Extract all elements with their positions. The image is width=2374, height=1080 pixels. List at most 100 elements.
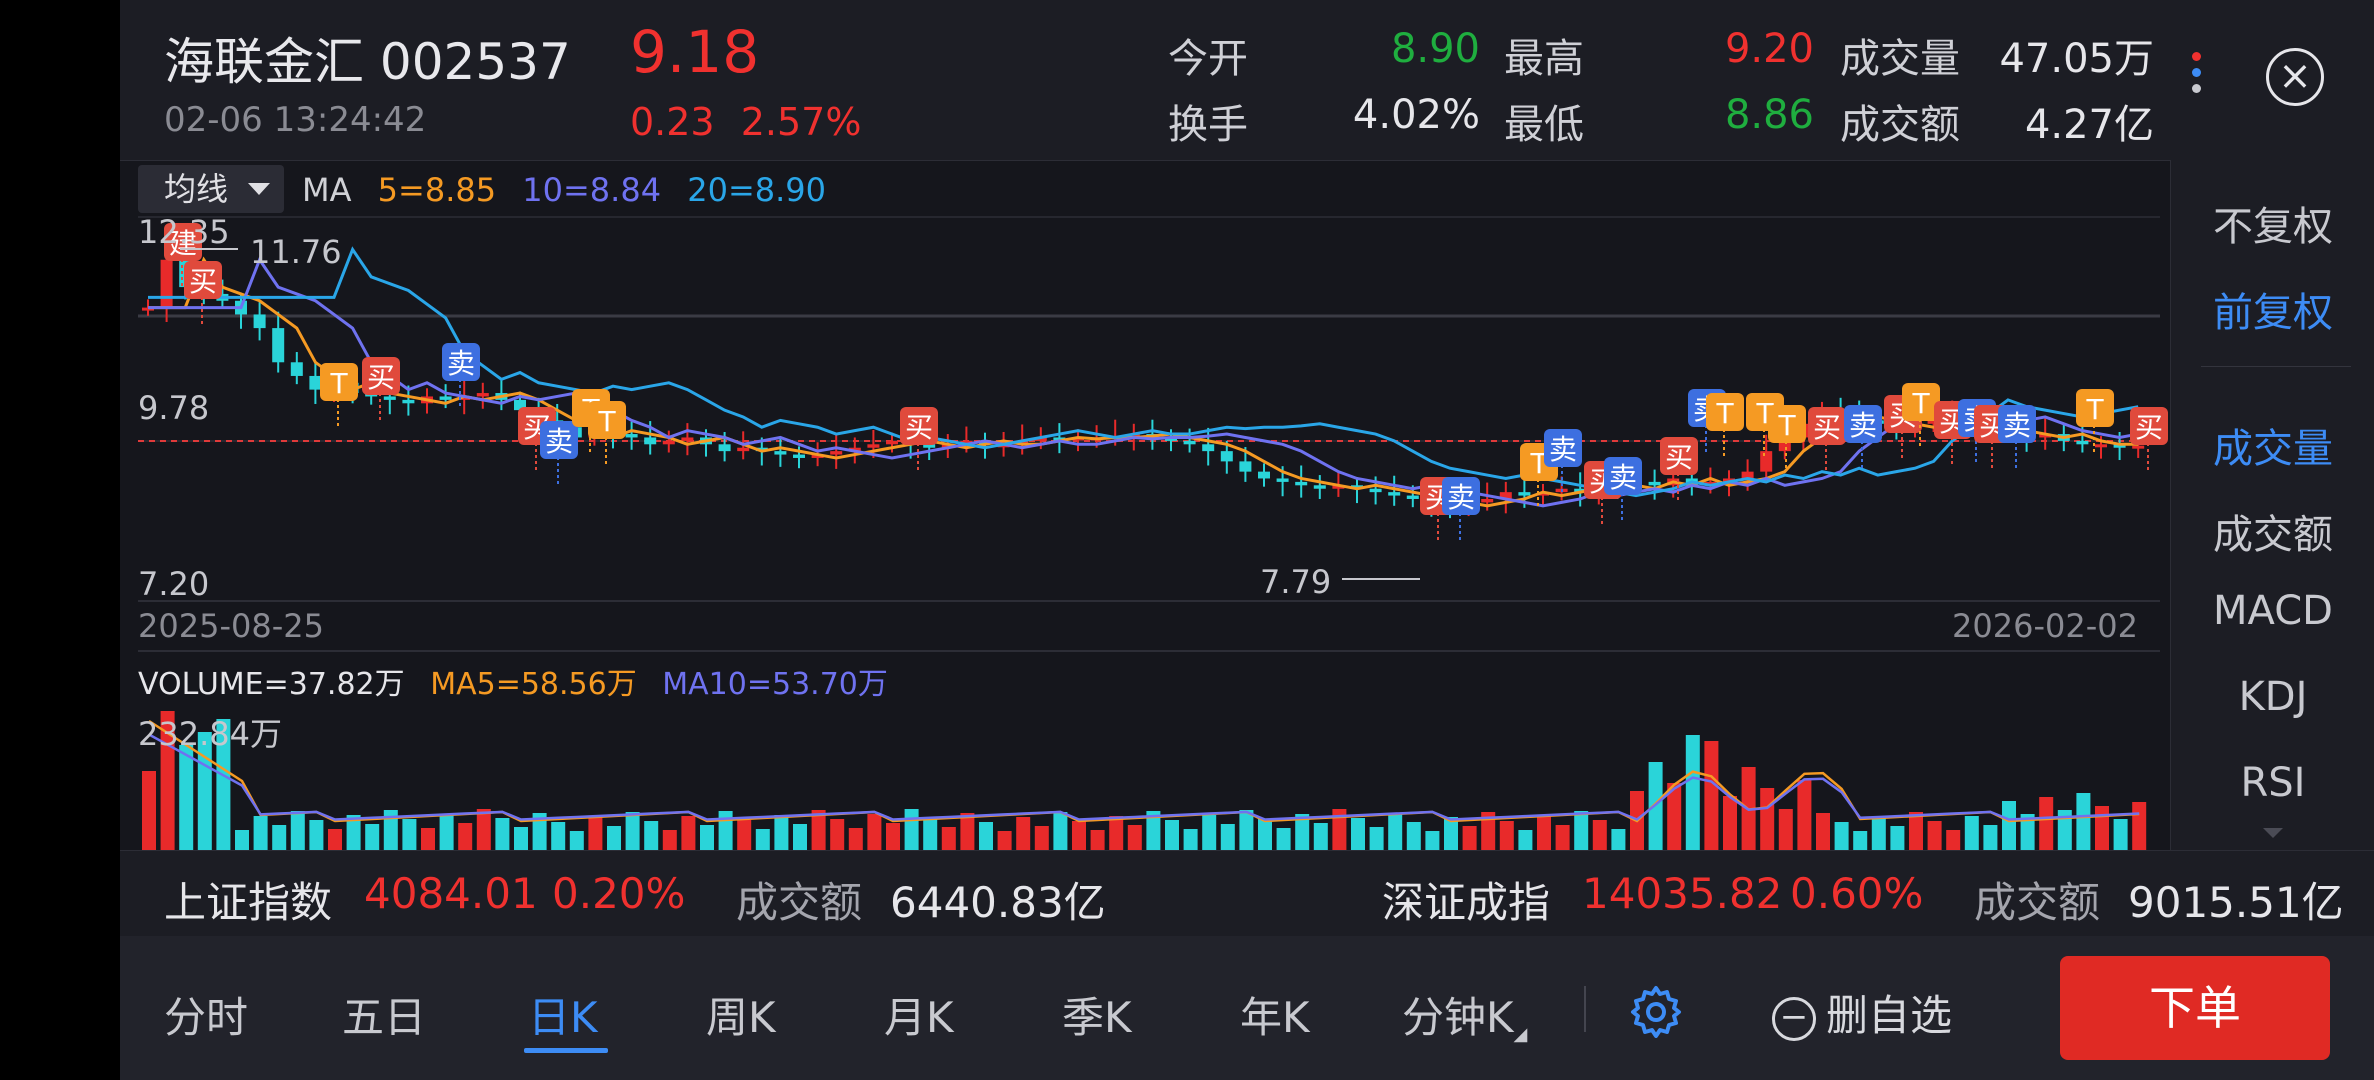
trade-marker-label: 卖 <box>1609 461 1637 494</box>
tab-minute-k-label: 分钟K <box>1402 993 1514 1042</box>
volume-bar <box>235 830 249 851</box>
volume-bar <box>1220 824 1235 851</box>
tab-five-day[interactable]: 五日 <box>342 993 427 1042</box>
volume-bar <box>514 827 528 851</box>
volume-bar <box>1927 821 1942 851</box>
candle-body <box>2076 440 2089 445</box>
remove-watchlist-button[interactable]: − 删自选 <box>1772 982 1952 1043</box>
volume-bar <box>886 823 900 851</box>
indicator-rsi-option[interactable]: RSI <box>2240 760 2306 806</box>
candle-body <box>1927 420 1940 424</box>
trade-marker-label: T <box>1715 397 1734 430</box>
change-percent: 2.57% <box>740 100 862 144</box>
candle-body <box>1574 488 1587 493</box>
volume-legend: VOLUME=37.82万 MA5=58.56万 MA10=53.70万 <box>138 659 904 703</box>
tab-weekly-k[interactable]: 周K <box>706 993 776 1042</box>
candle-body <box>979 440 991 445</box>
tab-yearly-k[interactable]: 年K <box>1240 993 1310 1042</box>
volume-bar <box>253 816 268 851</box>
indicator-macd-option[interactable]: MACD <box>2213 588 2333 634</box>
place-order-button[interactable]: 下单 <box>2060 956 2330 1060</box>
scroll-down-icon[interactable] <box>2263 828 2283 838</box>
stock-name: 海联金汇 <box>164 33 364 91</box>
trade-marker-label: 买 <box>2135 411 2163 444</box>
volume-bar <box>1202 815 1217 851</box>
volume-bar <box>1611 829 1626 851</box>
volume-bar <box>1034 826 1049 851</box>
candle-body <box>681 437 694 441</box>
tab-intraday[interactable]: 分时 <box>164 993 249 1042</box>
volume-bar <box>1444 817 1458 851</box>
volume-bar <box>2132 802 2147 851</box>
indicator-kdj-option[interactable]: KDJ <box>2238 674 2308 720</box>
stock-title: 海联金汇 002537 <box>164 22 571 94</box>
candle-body <box>774 451 787 455</box>
volume-bar <box>1834 822 1849 851</box>
y-axis-mid-label: 9.78 <box>138 389 210 427</box>
trade-marker-label: 建 <box>169 227 197 260</box>
volume-bar <box>1016 817 1031 851</box>
corner-triangle-icon: ◢ <box>1513 1024 1528 1045</box>
volume-bar <box>216 719 231 851</box>
high-value: 9.20 <box>1724 26 1814 72</box>
trade-marker <box>2076 389 2114 427</box>
adjust-forward-option[interactable]: 前复权 <box>2213 290 2333 336</box>
market-index-bar[interactable]: 上证指数 4084.01 0.20% 成交额 6440.83亿 深证成指 140… <box>120 850 2374 936</box>
candle-body <box>793 454 805 458</box>
volume-bar <box>1369 827 1384 851</box>
tab-separator <box>1584 986 1586 1032</box>
volume-bar <box>1295 814 1310 851</box>
volume-bar <box>1090 830 1105 851</box>
more-menu-icon[interactable] <box>2192 52 2202 112</box>
gear-icon[interactable] <box>1628 982 1684 1038</box>
tab-quarterly-k[interactable]: 季K <box>1062 993 1132 1042</box>
volume-bar <box>681 816 696 851</box>
trade-marker-label: T <box>1777 409 1796 442</box>
trade-marker-label: T <box>1911 387 1930 420</box>
volume-bar <box>1667 783 1682 851</box>
trade-marker <box>1808 407 1846 445</box>
candle-body <box>1053 437 1066 441</box>
volume-bar <box>644 821 659 851</box>
trade-marker <box>1442 477 1480 515</box>
close-icon[interactable]: × <box>2266 48 2324 106</box>
y-axis-min-label: 7.20 <box>138 565 210 603</box>
candle-body <box>737 447 750 452</box>
adjust-none-option[interactable]: 不复权 <box>2213 204 2333 250</box>
ma-type-dropdown[interactable]: 均线 <box>138 165 284 213</box>
candle-body <box>718 444 731 452</box>
candle-body <box>1202 444 1215 452</box>
indicator-amount-option[interactable]: 成交额 <box>2213 512 2333 558</box>
volume-bar <box>1462 826 1477 851</box>
volume-bar <box>588 817 603 851</box>
trade-marker <box>1768 405 1806 443</box>
sz-index-pct: 0.60% <box>1790 869 1924 918</box>
volume-bar <box>1983 825 1998 851</box>
trade-marker <box>1604 457 1642 495</box>
sh-index-value: 4084.01 <box>364 869 538 918</box>
volume-bar <box>830 819 845 851</box>
trade-marker <box>2130 407 2168 445</box>
candle-body <box>1369 488 1382 493</box>
tab-monthly-k[interactable]: 月K <box>884 993 954 1042</box>
chevron-down-icon <box>248 183 270 195</box>
volume-bar <box>941 827 956 851</box>
volume-bar <box>1332 809 1347 851</box>
tab-daily-k[interactable]: 日K <box>528 993 598 1042</box>
candle-body <box>1723 478 1735 482</box>
trade-marker-label: 卖 <box>545 425 573 458</box>
volume-bar <box>811 810 826 851</box>
volume-bar <box>1816 813 1830 851</box>
volume-bar <box>346 815 361 851</box>
tab-minute-k[interactable]: 分钟K◢ <box>1402 984 1527 1045</box>
candle-body <box>1351 485 1363 489</box>
candle-body <box>662 440 675 445</box>
candle-body <box>923 444 936 448</box>
open-value: 8.90 <box>1390 26 1480 72</box>
indicator-volume-option[interactable]: 成交量 <box>2213 426 2333 472</box>
trade-marker-label: 买 <box>905 411 933 444</box>
volume-bar <box>2113 819 2128 851</box>
kline-chart-area[interactable]: 均线 MA 5=8.85 10=8.84 20=8.90 建买T买卖买卖TT买买… <box>120 160 2170 851</box>
candle-body <box>1537 492 1549 496</box>
sh-turnover-label: 成交额 <box>736 878 863 927</box>
